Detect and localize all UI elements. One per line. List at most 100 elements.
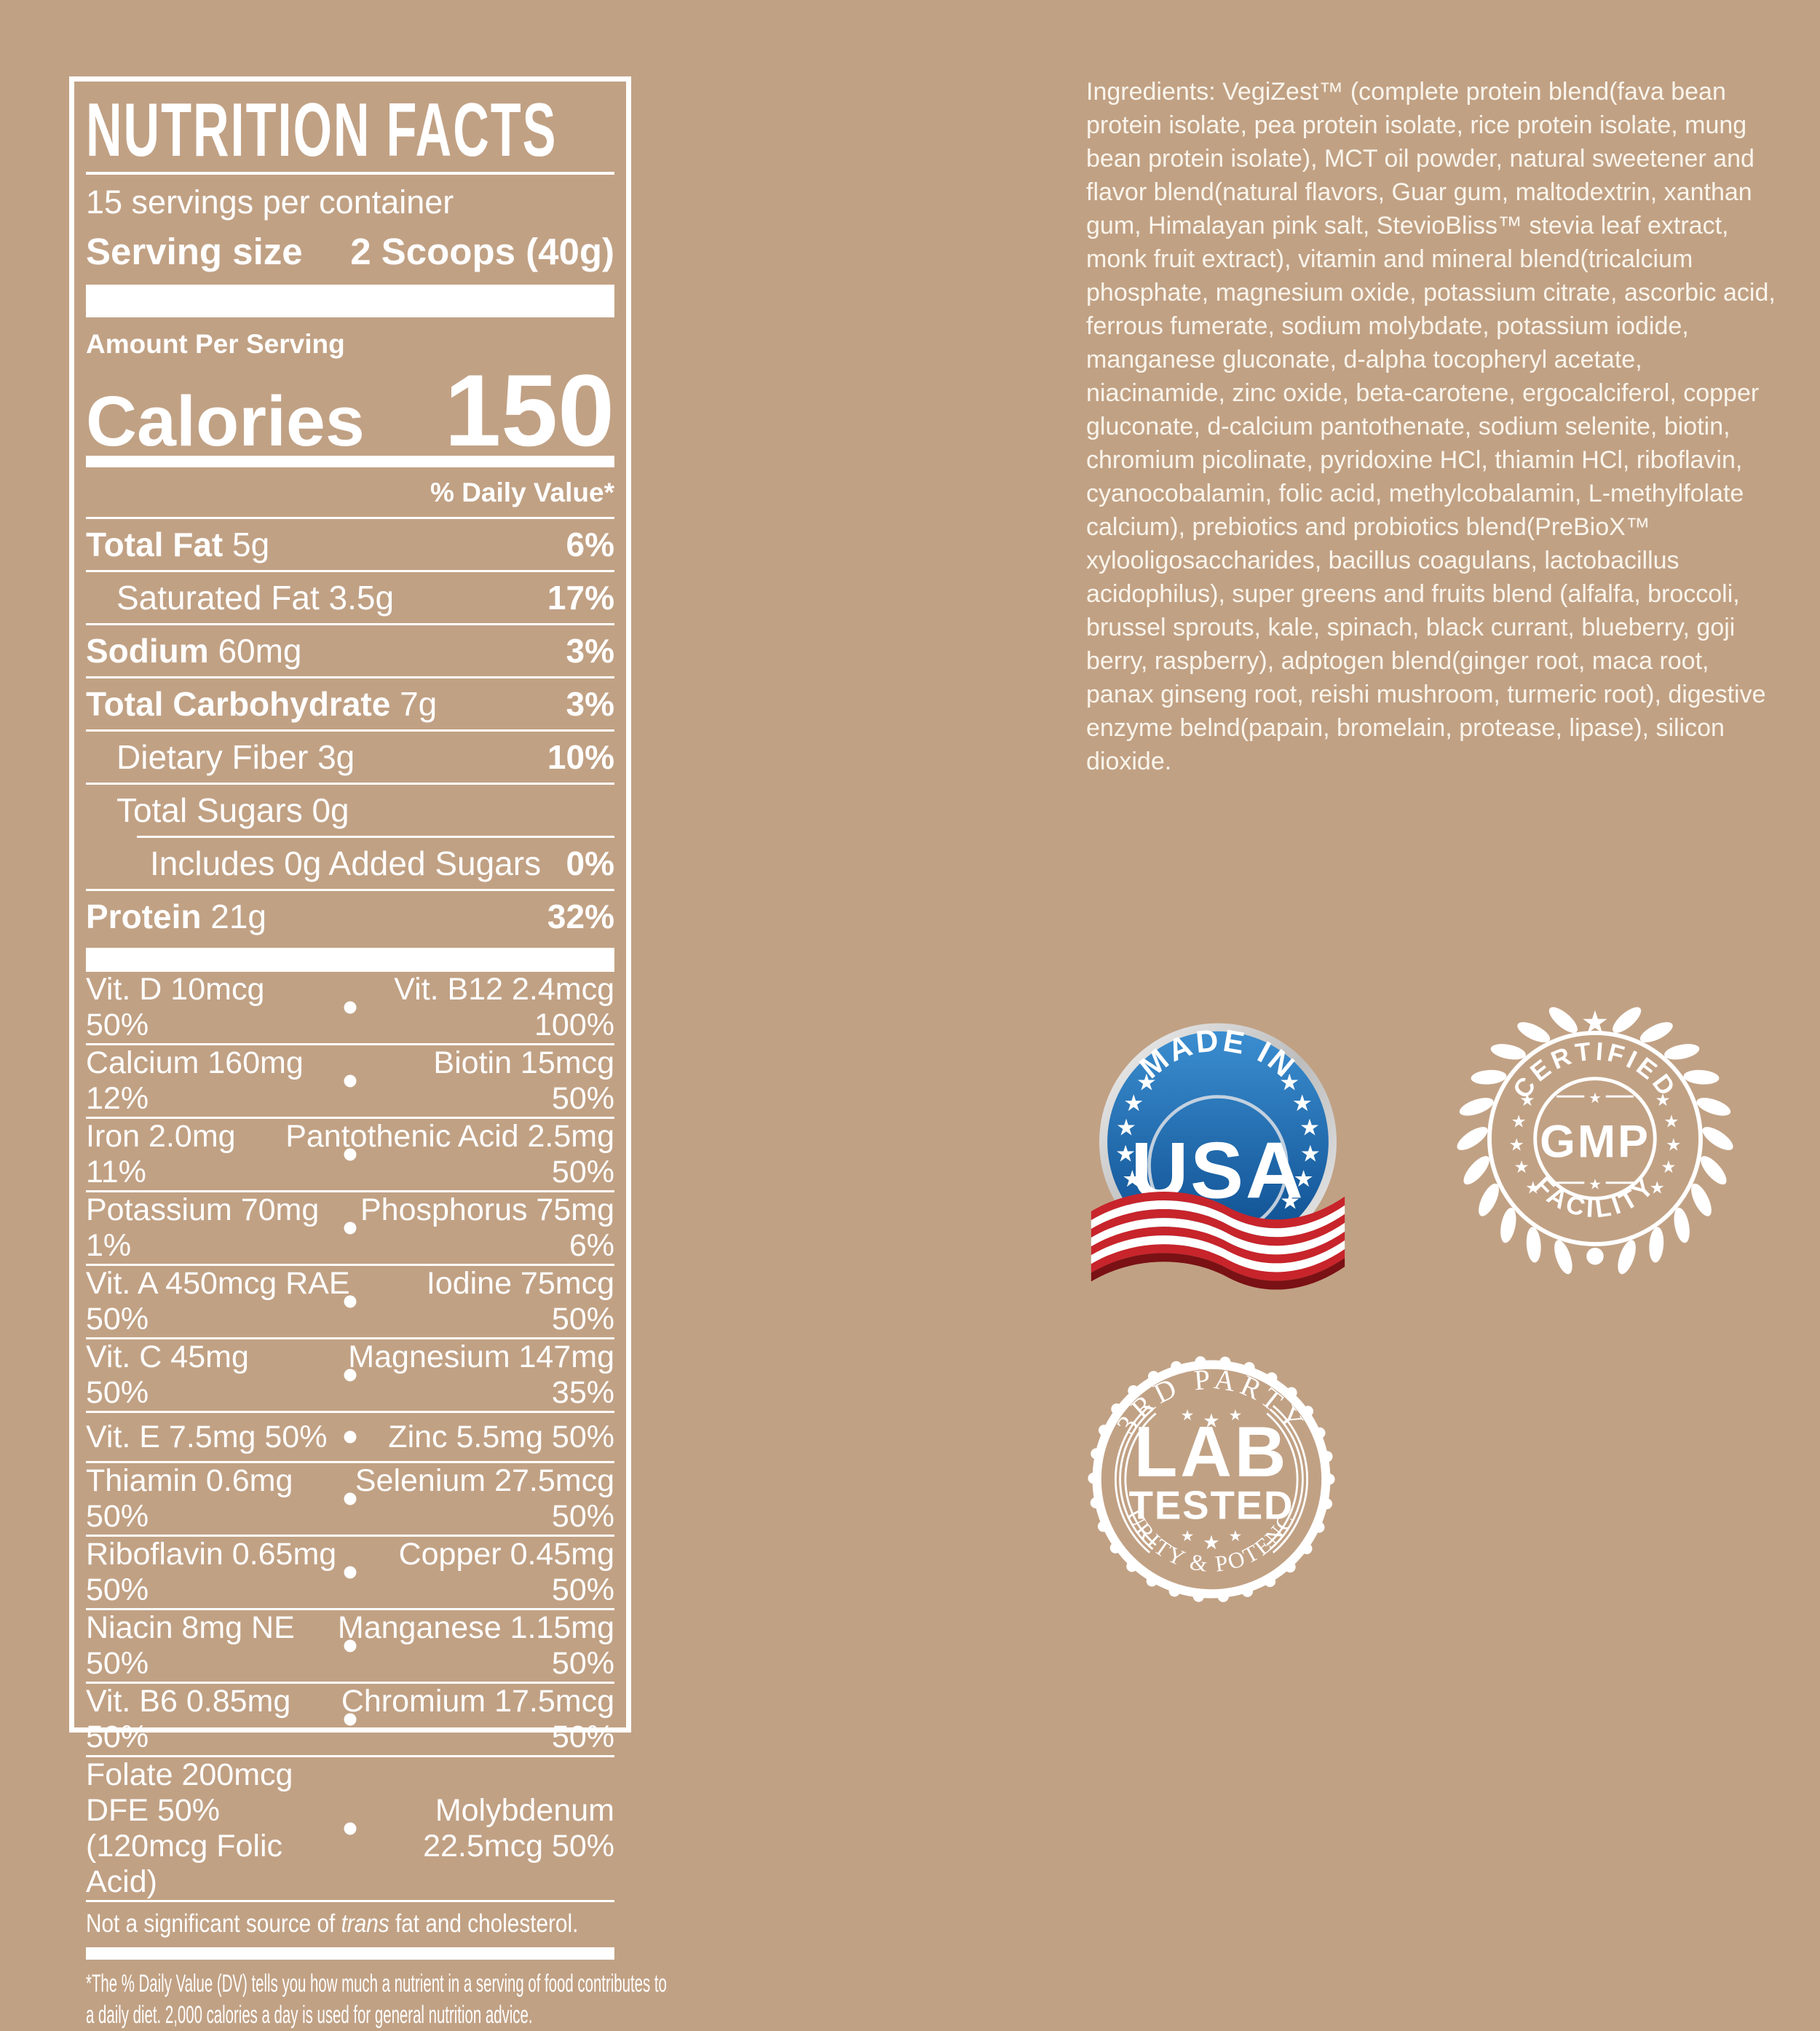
product-label-art: NUTRITION FACTS 15 servings per containe… [69, 76, 1776, 2029]
svg-text:★: ★ [1292, 1090, 1313, 1117]
trans-fat-note: Not a significant source of trans fat an… [86, 1909, 579, 1938]
star-icons: ★ ★ ★ ★ ★ ★ [1181, 1406, 1243, 1554]
svg-text:★: ★ [1229, 1406, 1243, 1424]
svg-text:★: ★ [1181, 1406, 1195, 1424]
svg-text:★: ★ [1136, 1069, 1157, 1096]
svg-text:★: ★ [1666, 1135, 1681, 1155]
tested-text: TESTED [1129, 1484, 1294, 1528]
svg-text:★: ★ [1203, 1410, 1220, 1432]
divider [86, 172, 614, 175]
svg-text:★: ★ [1514, 1157, 1530, 1177]
svg-text:★: ★ [1655, 1090, 1671, 1110]
certified-gmp-badge: ★ CERTIFIED FACILITY ★★ ★★ ★ ★★ ★★ ★ ★ ★… [1453, 997, 1737, 1280]
micronutrient-row: Niacin 8mg NE 50% Manganese 1.15mg 50% [86, 1610, 614, 1681]
svg-text:★: ★ [1280, 1188, 1300, 1214]
lab-text: LAB [1134, 1412, 1289, 1492]
lab-tested-badge: 3RD PARTY PURITY & POTENCY ★ ★ ★ ★ ★ ★ L… [1081, 1349, 1335, 1603]
serving-size-label: Serving size [86, 231, 303, 272]
nutrient-row: Includes 0g Added Sugars 0% [150, 844, 614, 882]
divider [86, 1682, 614, 1684]
nutrient-row: Total Sugars 0g [116, 791, 349, 829]
svg-text:★: ★ [1525, 1177, 1540, 1197]
svg-text:★: ★ [1181, 1527, 1195, 1545]
svg-text:★: ★ [1115, 1141, 1136, 1167]
micronutrient-row: Folate 200mcg DFE 50% (120mcg Folic Acid… [86, 1757, 614, 1899]
svg-text:★: ★ [1509, 1135, 1524, 1155]
divider [86, 1337, 614, 1339]
micronutrient-row: Vit. E 7.5mg 50% Zinc 5.5mg 50% [86, 1419, 614, 1454]
ingredients-paragraph: Ingredients: VegiZest™ (complete protein… [1086, 78, 1776, 775]
serving-size-value: 2 Scoops (40g) [350, 231, 614, 272]
gmp-text: GMP [1540, 1116, 1650, 1167]
star-icon: ★ [1588, 1090, 1602, 1106]
svg-text:★: ★ [1203, 1532, 1220, 1554]
micronutrient-row: Riboflavin 0.65mg 50% Copper 0.45mg 50% [86, 1537, 614, 1607]
bullet-dot [344, 1295, 357, 1308]
svg-text:★: ★ [1123, 1090, 1144, 1117]
divider [86, 623, 614, 625]
nutrient-row: Dietary Fiber 3g 10% [116, 738, 614, 776]
micronutrient-row: Vit. D 10mcg 50% Vit. B12 2.4mcg 100% [86, 972, 614, 1042]
serving-size-row: Serving size 2 Scoops (40g) [86, 230, 614, 273]
star-icons: ★★ ★★ ★ ★★ ★★ ★ [1509, 1090, 1682, 1198]
svg-text:★: ★ [1279, 1069, 1299, 1096]
panel-title: NUTRITION FACTS [86, 88, 558, 173]
svg-text:★: ★ [1122, 1166, 1142, 1192]
star-icon: ★ [1588, 1176, 1602, 1193]
divider [86, 1535, 614, 1537]
svg-text:★: ★ [1294, 1166, 1314, 1192]
servings-per-container: 15 servings per container [86, 183, 454, 221]
svg-text:★: ★ [1116, 1115, 1136, 1141]
wreath-bottom-dot [1586, 1247, 1604, 1265]
daily-value-footnote: *The % Daily Value (DV) tells you how mu… [86, 1970, 667, 2029]
divider [86, 783, 614, 785]
nutrient-row: Saturated Fat 3.5g 17% [116, 579, 614, 617]
divider [86, 889, 614, 891]
calories-value: 150 [444, 353, 614, 467]
bullet-dot [344, 1369, 357, 1382]
scalloped-ring [1088, 1355, 1335, 1603]
micronutrient-row: Iron 2.0mg 11% Pantothenic Acid 2.5mg 50… [86, 1119, 614, 1189]
nutrient-row: Total Fat 5g 6% [86, 526, 614, 563]
daily-value-header: % Daily Value* [430, 478, 614, 507]
svg-text:★: ★ [1650, 1177, 1665, 1197]
svg-text:★: ★ [1300, 1141, 1321, 1167]
divider [86, 1117, 614, 1119]
svg-text:★: ★ [1663, 1111, 1679, 1131]
micronutrient-row: Vit. C 45mg 50% Magnesium 147mg 35% [86, 1339, 614, 1410]
amount-per-serving-label: Amount Per Serving [86, 329, 345, 359]
made-in-usa-badge: MADE IN ★★ ★★ ★★ ★★ ★★ ★★ USA [1091, 1023, 1345, 1290]
nutrition-facts-panel: NUTRITION FACTS 15 servings per containe… [69, 76, 667, 2029]
bullet-dot [344, 1566, 357, 1579]
medium-divider [86, 1947, 614, 1960]
nutrient-row: Protein 21g 32% [86, 898, 614, 935]
divider [86, 1043, 614, 1045]
divider [86, 1190, 614, 1192]
divider [86, 1264, 614, 1266]
divider [86, 517, 614, 519]
bullet-dot [344, 1148, 357, 1161]
micronutrient-row: Vit. A 450mcg RAE 50% Iodine 75mcg 50% [86, 1266, 614, 1337]
thick-divider [86, 285, 614, 317]
nutrient-row: Total Carbohydrate 7g 3% [86, 685, 614, 723]
divider [137, 836, 614, 838]
thick-divider [86, 948, 614, 972]
bullet-dot [344, 1222, 357, 1235]
micronutrient-row: Calcium 160mg 12% Biotin 15mcg 50% [86, 1045, 614, 1116]
divider [86, 1755, 614, 1757]
outer-ring [1487, 1031, 1703, 1246]
svg-text:★: ★ [1299, 1115, 1320, 1141]
micronutrient-row: Potassium 70mg 1% Phosphorus 75mg 6% [86, 1192, 614, 1263]
svg-text:★: ★ [1511, 1111, 1527, 1131]
nutrient-row: Sodium 60mg 3% [86, 632, 614, 670]
svg-text:★: ★ [1661, 1157, 1676, 1177]
calories-label: Calories [86, 381, 365, 461]
divider [86, 1461, 614, 1463]
bullet-dot [344, 1001, 357, 1014]
divider [86, 729, 614, 732]
bullet-dot [344, 1639, 357, 1652]
calories-row: Calories 150 [86, 360, 614, 462]
bullet-dot [344, 1430, 357, 1444]
divider [86, 570, 614, 572]
medium-divider [86, 456, 614, 467]
